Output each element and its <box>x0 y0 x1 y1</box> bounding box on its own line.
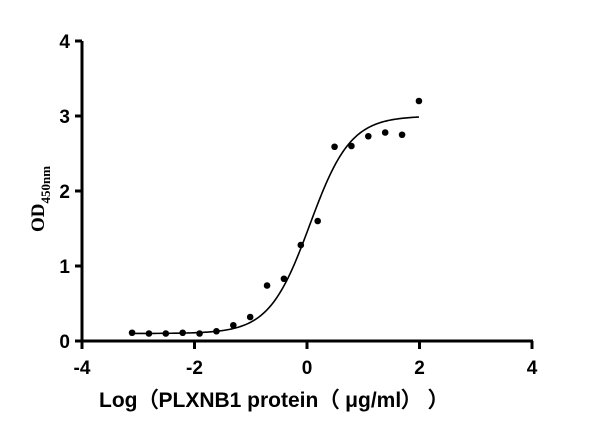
y-axis-label: OD450nm <box>28 166 53 232</box>
data-point <box>314 217 321 225</box>
data-point <box>179 329 186 337</box>
y-tick-label: 4 <box>59 32 70 53</box>
data-point <box>196 330 203 337</box>
data-points <box>128 97 423 337</box>
svg-text:OD450nm: OD450nm <box>28 166 53 232</box>
y-ticks: 0 1 2 3 4 <box>59 32 82 353</box>
y-tick-label: 0 <box>59 332 70 353</box>
x-tick-label: 2 <box>414 358 425 379</box>
x-tick-label: 0 <box>302 358 313 379</box>
x-axis-label: Log（PLXNB1 protein（ μg/ml） ） <box>99 388 449 412</box>
data-point <box>415 97 423 105</box>
data-point <box>162 330 170 337</box>
axes <box>80 41 533 343</box>
fit-curve <box>132 116 419 335</box>
y-tick-label: 3 <box>59 107 70 128</box>
y-tick-label: 2 <box>59 182 70 203</box>
data-point <box>398 131 406 139</box>
data-point <box>213 327 220 335</box>
data-point <box>145 330 153 337</box>
x-tick-label: -4 <box>74 358 91 379</box>
data-point <box>280 275 288 283</box>
data-point <box>263 282 271 289</box>
x-ticks: -4 -2 0 2 4 <box>74 341 538 379</box>
y-tick-label: 1 <box>59 257 70 278</box>
x-tick-label: -2 <box>186 358 203 379</box>
data-point <box>331 143 338 151</box>
data-point <box>348 142 355 150</box>
y-axis-label-main: OD <box>28 204 49 233</box>
data-point <box>128 329 136 337</box>
data-point <box>246 313 254 321</box>
data-point <box>365 132 372 140</box>
data-point <box>381 129 389 136</box>
x-tick-label: 4 <box>527 358 538 379</box>
data-point <box>230 321 237 329</box>
y-axis-label-subscript: 450nm <box>38 166 53 204</box>
data-point <box>297 241 305 249</box>
